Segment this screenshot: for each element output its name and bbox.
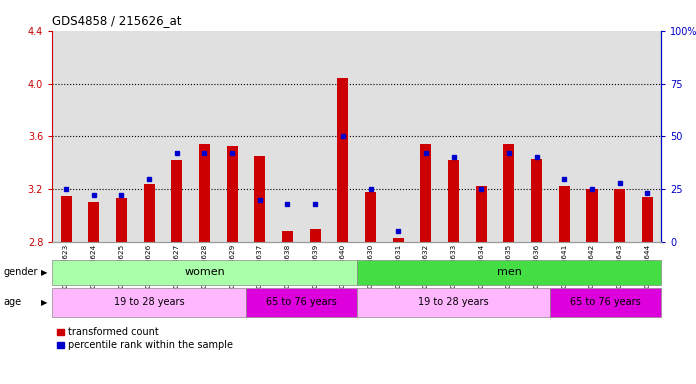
Text: age: age xyxy=(3,297,22,308)
Bar xyxy=(393,238,404,242)
Text: ▶: ▶ xyxy=(41,268,47,277)
Bar xyxy=(559,187,570,242)
Bar xyxy=(282,232,293,242)
Bar xyxy=(227,146,237,242)
Bar xyxy=(587,189,598,242)
Bar xyxy=(503,144,514,242)
Bar xyxy=(52,260,356,285)
Bar xyxy=(116,199,127,242)
Text: ▶: ▶ xyxy=(41,298,47,307)
Text: 19 to 28 years: 19 to 28 years xyxy=(113,297,184,308)
Bar xyxy=(614,189,625,242)
Bar xyxy=(365,192,376,242)
Bar xyxy=(310,229,321,242)
Bar xyxy=(171,160,182,242)
Bar xyxy=(246,288,356,317)
Bar xyxy=(356,288,551,317)
Text: GDS4858 / 215626_at: GDS4858 / 215626_at xyxy=(52,15,182,27)
Bar xyxy=(356,260,661,285)
Bar xyxy=(52,288,246,317)
Bar xyxy=(61,196,72,242)
Text: men: men xyxy=(496,267,521,278)
Bar xyxy=(420,144,432,242)
Legend: transformed count, percentile rank within the sample: transformed count, percentile rank withi… xyxy=(57,328,232,350)
Bar xyxy=(476,187,487,242)
Bar xyxy=(254,156,265,242)
Bar xyxy=(642,197,653,242)
Bar xyxy=(143,184,155,242)
Text: 65 to 76 years: 65 to 76 years xyxy=(266,297,337,308)
Bar xyxy=(199,144,210,242)
Text: 19 to 28 years: 19 to 28 years xyxy=(418,297,489,308)
Bar xyxy=(88,202,100,242)
Bar xyxy=(551,288,661,317)
Bar xyxy=(448,160,459,242)
Bar xyxy=(338,78,349,242)
Text: 65 to 76 years: 65 to 76 years xyxy=(571,297,641,308)
Text: women: women xyxy=(184,267,225,278)
Bar xyxy=(531,159,542,242)
Text: gender: gender xyxy=(3,267,38,277)
